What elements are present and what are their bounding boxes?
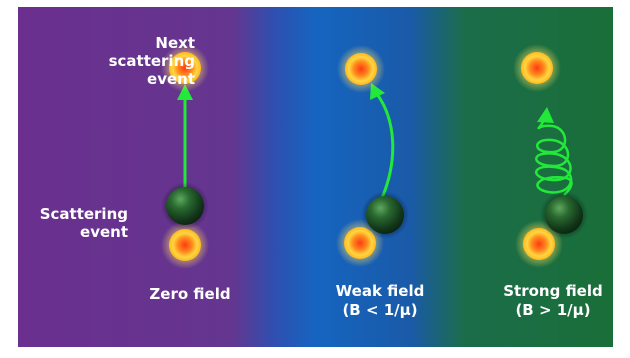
- electron: [161, 182, 209, 230]
- caption-weak-field: Weak field (B < 1/μ): [290, 282, 470, 320]
- scatterer: [161, 221, 209, 269]
- next-scatterer: [161, 44, 209, 92]
- label-line: event: [80, 223, 128, 241]
- caption-title: Weak field: [335, 282, 425, 300]
- arrow-head: [537, 107, 554, 123]
- scattering-event-label: Scattering event: [10, 205, 128, 241]
- caption-title: Strong field: [503, 282, 603, 300]
- caption-zero-field: Zero field: [100, 285, 280, 304]
- trajectory-arrow: [534, 117, 573, 196]
- next-scatterer: [513, 44, 561, 92]
- caption-strong-field: Strong field (B > 1/μ): [463, 282, 630, 320]
- trajectory-arrow: [375, 93, 395, 199]
- panel-weak-field: [336, 45, 409, 267]
- next-scattering-event-label: Next scattering event: [10, 34, 195, 88]
- caption-condition: (B > 1/μ): [515, 301, 591, 319]
- label-line: event: [147, 70, 195, 88]
- caption-condition: (B < 1/μ): [342, 301, 418, 319]
- label-line: Next: [155, 34, 195, 52]
- electron: [361, 191, 409, 239]
- panel-zero-field: [161, 44, 209, 269]
- caption-title: Zero field: [149, 285, 231, 303]
- panel-strong-field: [513, 44, 588, 268]
- label-line: Scattering: [39, 205, 128, 223]
- next-scatterer: [337, 45, 385, 93]
- electron: [540, 191, 588, 239]
- label-line: scattering: [108, 52, 195, 70]
